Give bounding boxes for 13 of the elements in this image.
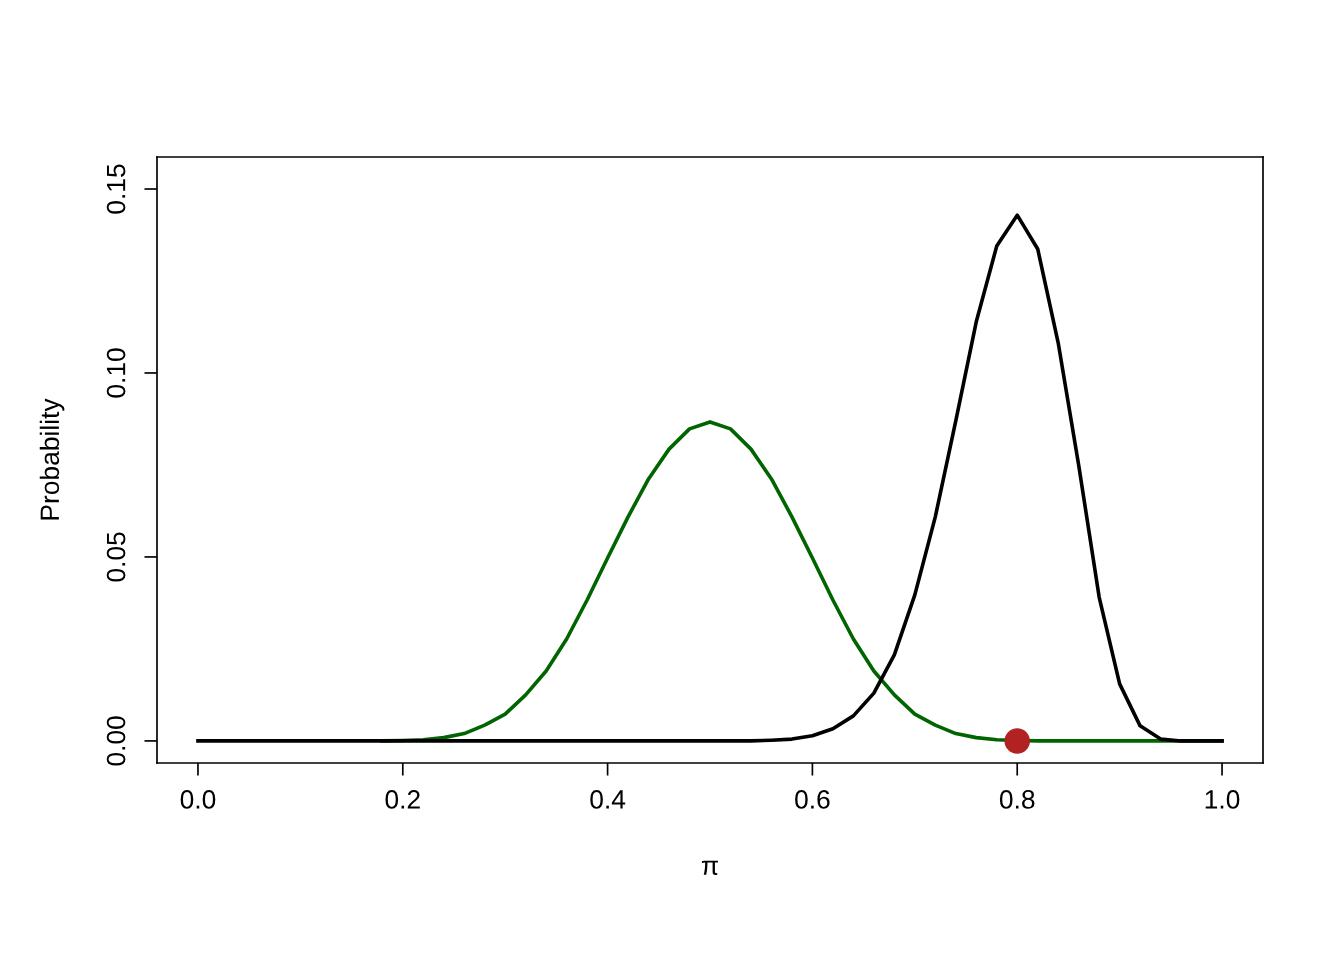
x-axis-title: π xyxy=(701,860,718,876)
x-tick-label: 0.4 xyxy=(590,790,626,809)
x-tick-label: 0.2 xyxy=(385,790,420,809)
y-tick-label: 0.00 xyxy=(106,716,126,766)
y-tick-label: 0.05 xyxy=(106,532,126,582)
x-tick-label: 1.0 xyxy=(1205,790,1240,809)
x-tick-label: 0.6 xyxy=(795,790,830,809)
y-axis-title: Probability xyxy=(39,398,65,520)
x-tick-label: 0.8 xyxy=(999,790,1035,809)
line-series xyxy=(196,213,1224,743)
x-tick-label: 0.0 xyxy=(180,790,216,809)
y-tick-label: 0.15 xyxy=(106,164,126,214)
y-tick-label: 0.10 xyxy=(106,348,126,398)
